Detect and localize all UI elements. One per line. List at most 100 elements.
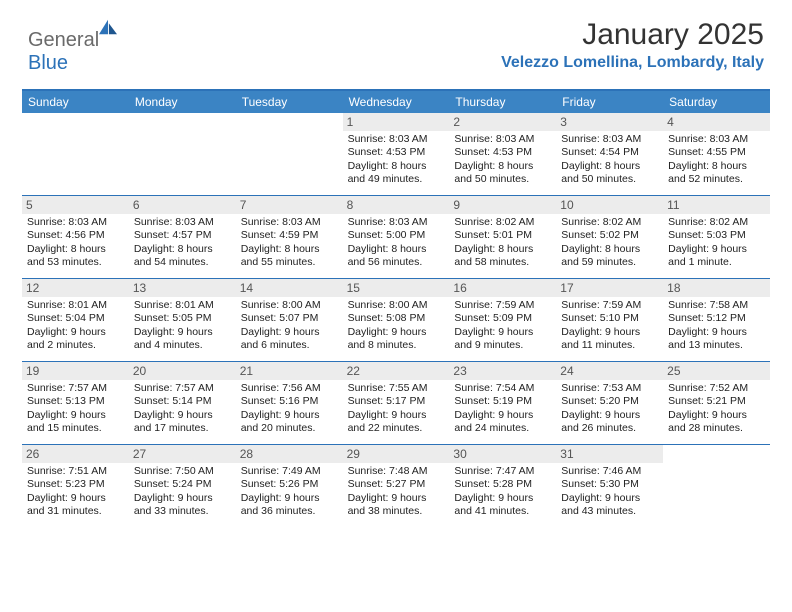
day-info: Sunrise: 7:55 AMSunset: 5:17 PMDaylight:… — [348, 382, 445, 436]
day-number: 22 — [343, 362, 450, 380]
calendar-day-cell: 23 Sunrise: 7:54 AMSunset: 5:19 PMDayligh… — [449, 362, 556, 444]
calendar-day-cell: 24 Sunrise: 7:53 AMSunset: 5:20 PMDayligh… — [556, 362, 663, 444]
day-info: Sunrise: 8:03 AMSunset: 4:53 PMDaylight:… — [454, 133, 551, 187]
day-info: Sunrise: 7:49 AMSunset: 5:26 PMDaylight:… — [241, 465, 338, 519]
day-info: Sunrise: 7:58 AMSunset: 5:12 PMDaylight:… — [668, 299, 765, 353]
day-number: 8 — [343, 196, 450, 214]
weekday-header-cell: Saturday — [663, 91, 770, 113]
calendar-week-row: 1Sunrise: 8:03 AMSunset: 4:53 PMDaylight… — [22, 113, 770, 195]
calendar-day-cell: 31 Sunrise: 7:46 AMSunset: 5:30 PMDayligh… — [556, 445, 663, 527]
day-info: Sunrise: 8:03 AMSunset: 4:56 PMDaylight:… — [27, 216, 124, 270]
month-title: January 2025 — [501, 18, 764, 52]
calendar-day-cell: 21Sunrise: 7:56 AMSunset: 5:16 PMDayligh… — [236, 362, 343, 444]
logo-sail-icon — [97, 18, 119, 36]
title-block: January 2025 Velezzo Lomellina, Lombardy… — [501, 18, 764, 72]
day-info: Sunrise: 7:57 AMSunset: 5:14 PMDaylight:… — [134, 382, 231, 436]
calendar-day-cell: 15 Sunrise: 8:00 AMSunset: 5:08 PMDayligh… — [343, 279, 450, 361]
day-number: 2 — [449, 113, 556, 131]
weekday-header-cell: Friday — [556, 91, 663, 113]
day-number: 12 — [22, 279, 129, 297]
day-info: Sunrise: 7:47 AMSunset: 5:28 PMDaylight:… — [454, 465, 551, 519]
calendar-day-cell: 22 Sunrise: 7:55 AMSunset: 5:17 PMDayligh… — [343, 362, 450, 444]
calendar-day-cell: 11 Sunrise: 8:02 AMSunset: 5:03 PMDayligh… — [663, 196, 770, 278]
day-number: 4 — [663, 113, 770, 131]
day-info: Sunrise: 7:53 AMSunset: 5:20 PMDaylight:… — [561, 382, 658, 436]
weekday-header-cell: Tuesday — [236, 91, 343, 113]
calendar-week-row: 19 Sunrise: 7:57 AMSunset: 5:13 PMDayligh… — [22, 361, 770, 444]
day-number: 20 — [129, 362, 236, 380]
calendar-day-cell: 1Sunrise: 8:03 AMSunset: 4:53 PMDaylight… — [343, 113, 450, 195]
day-info: Sunrise: 8:03 AMSunset: 4:59 PMDaylight:… — [241, 216, 338, 270]
calendar-day-cell: 28 Sunrise: 7:49 AMSunset: 5:26 PMDayligh… — [236, 445, 343, 527]
day-number: 25 — [663, 362, 770, 380]
day-number: 13 — [129, 279, 236, 297]
weekday-header-cell: Monday — [129, 91, 236, 113]
day-number: 28 — [236, 445, 343, 463]
calendar-week-row: 5 Sunrise: 8:03 AMSunset: 4:56 PMDaylight… — [22, 195, 770, 278]
day-info: Sunrise: 7:56 AMSunset: 5:16 PMDaylight:… — [241, 382, 338, 436]
day-number: 11 — [663, 196, 770, 214]
day-info: Sunrise: 8:02 AMSunset: 5:03 PMDaylight:… — [668, 216, 765, 270]
day-info: Sunrise: 8:01 AMSunset: 5:05 PMDaylight:… — [134, 299, 231, 353]
day-number: 19 — [22, 362, 129, 380]
calendar-day-cell: 13 Sunrise: 8:01 AMSunset: 5:05 PMDayligh… — [129, 279, 236, 361]
day-number: 10 — [556, 196, 663, 214]
calendar-day-cell: 26Sunrise: 7:51 AMSunset: 5:23 PMDayligh… — [22, 445, 129, 527]
day-info: Sunrise: 8:03 AMSunset: 4:55 PMDaylight:… — [668, 133, 765, 187]
day-number: 9 — [449, 196, 556, 214]
day-number: 16 — [449, 279, 556, 297]
calendar-day-cell: 17Sunrise: 7:59 AMSunset: 5:10 PMDayligh… — [556, 279, 663, 361]
day-info: Sunrise: 7:48 AMSunset: 5:27 PMDaylight:… — [348, 465, 445, 519]
day-info: Sunrise: 7:57 AMSunset: 5:13 PMDaylight:… — [27, 382, 124, 436]
calendar-day-cell: 5 Sunrise: 8:03 AMSunset: 4:56 PMDaylight… — [22, 196, 129, 278]
day-number: 23 — [449, 362, 556, 380]
weekday-header-cell: Thursday — [449, 91, 556, 113]
day-number: 3 — [556, 113, 663, 131]
weekday-header-cell: Sunday — [22, 91, 129, 113]
calendar-day-cell: 8 Sunrise: 8:03 AMSunset: 5:00 PMDaylight… — [343, 196, 450, 278]
day-number: 6 — [129, 196, 236, 214]
day-number: 18 — [663, 279, 770, 297]
day-info: Sunrise: 7:59 AMSunset: 5:10 PMDaylight:… — [561, 299, 658, 353]
calendar-day-cell — [129, 113, 236, 195]
day-info: Sunrise: 8:03 AMSunset: 4:57 PMDaylight:… — [134, 216, 231, 270]
day-info: Sunrise: 8:03 AMSunset: 4:54 PMDaylight:… — [561, 133, 658, 187]
day-info: Sunrise: 8:00 AMSunset: 5:07 PMDaylight:… — [241, 299, 338, 353]
logo: General Blue — [28, 18, 119, 75]
day-info: Sunrise: 8:00 AMSunset: 5:08 PMDaylight:… — [348, 299, 445, 353]
day-info: Sunrise: 8:03 AMSunset: 4:53 PMDaylight:… — [348, 133, 445, 187]
calendar-day-cell: 14Sunrise: 8:00 AMSunset: 5:07 PMDayligh… — [236, 279, 343, 361]
day-info: Sunrise: 7:46 AMSunset: 5:30 PMDaylight:… — [561, 465, 658, 519]
logo-text-blue: Blue — [28, 52, 68, 74]
calendar-day-cell — [236, 113, 343, 195]
day-info: Sunrise: 8:03 AMSunset: 5:00 PMDaylight:… — [348, 216, 445, 270]
calendar-day-cell: 2 Sunrise: 8:03 AMSunset: 4:53 PMDaylight… — [449, 113, 556, 195]
calendar-day-cell: 9 Sunrise: 8:02 AMSunset: 5:01 PMDaylight… — [449, 196, 556, 278]
day-number: 24 — [556, 362, 663, 380]
day-number: 27 — [129, 445, 236, 463]
calendar-day-cell: 6 Sunrise: 8:03 AMSunset: 4:57 PMDaylight… — [129, 196, 236, 278]
logo-text-general: General — [28, 29, 99, 51]
day-info: Sunrise: 8:02 AMSunset: 5:01 PMDaylight:… — [454, 216, 551, 270]
day-info: Sunrise: 7:52 AMSunset: 5:21 PMDaylight:… — [668, 382, 765, 436]
calendar-day-cell: 16Sunrise: 7:59 AMSunset: 5:09 PMDayligh… — [449, 279, 556, 361]
calendar-day-cell: 12 Sunrise: 8:01 AMSunset: 5:04 PMDayligh… — [22, 279, 129, 361]
day-info: Sunrise: 8:01 AMSunset: 5:04 PMDaylight:… — [27, 299, 124, 353]
calendar-day-cell: 10Sunrise: 8:02 AMSunset: 5:02 PMDayligh… — [556, 196, 663, 278]
header: General Blue January 2025 Velezzo Lomell… — [0, 0, 792, 81]
calendar-week-row: 12 Sunrise: 8:01 AMSunset: 5:04 PMDayligh… — [22, 278, 770, 361]
calendar-day-cell: 7Sunrise: 8:03 AMSunset: 4:59 PMDaylight… — [236, 196, 343, 278]
day-info: Sunrise: 7:50 AMSunset: 5:24 PMDaylight:… — [134, 465, 231, 519]
day-number: 31 — [556, 445, 663, 463]
day-number: 15 — [343, 279, 450, 297]
calendar-day-cell: 25 Sunrise: 7:52 AMSunset: 5:21 PMDayligh… — [663, 362, 770, 444]
calendar-day-cell: 29Sunrise: 7:48 AMSunset: 5:27 PMDayligh… — [343, 445, 450, 527]
calendar-day-cell: 18 Sunrise: 7:58 AMSunset: 5:12 PMDayligh… — [663, 279, 770, 361]
day-info: Sunrise: 7:54 AMSunset: 5:19 PMDaylight:… — [454, 382, 551, 436]
calendar-day-cell — [22, 113, 129, 195]
calendar: SundayMondayTuesdayWednesdayThursdayFrid… — [22, 89, 770, 527]
day-number: 30 — [449, 445, 556, 463]
calendar-day-cell: 20 Sunrise: 7:57 AMSunset: 5:14 PMDayligh… — [129, 362, 236, 444]
day-number: 5 — [22, 196, 129, 214]
calendar-day-cell — [663, 445, 770, 527]
